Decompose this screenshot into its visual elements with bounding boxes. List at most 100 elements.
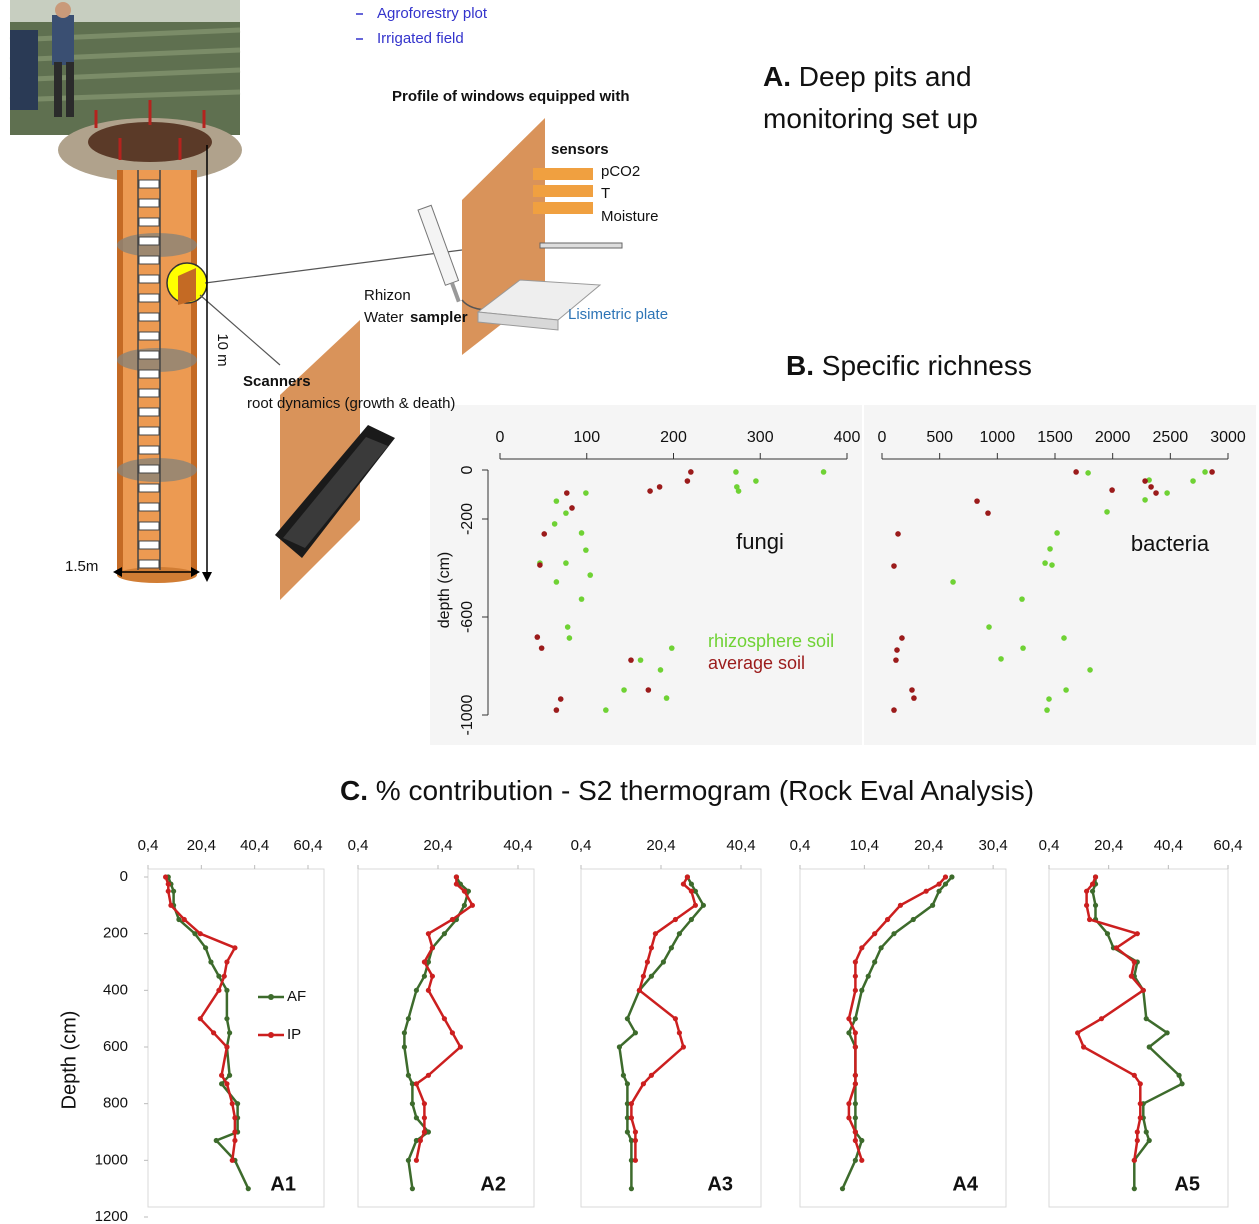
point (224, 1016, 230, 1022)
pit-grate (88, 122, 212, 162)
point (878, 945, 884, 951)
rung (138, 312, 160, 322)
point (1042, 560, 1048, 566)
legend-marker (268, 1032, 274, 1038)
point (624, 1115, 631, 1121)
point (1137, 1081, 1143, 1087)
point (413, 1115, 419, 1121)
point (1073, 469, 1079, 475)
panel-text: % contribution - S2 thermogram (Rock Eva… (375, 775, 1035, 806)
point (1104, 509, 1110, 515)
x-tick-label: 2500 (1153, 429, 1189, 446)
rung (138, 521, 160, 531)
point (165, 888, 171, 894)
point (413, 1137, 419, 1144)
y-axis-label: depth (cm) (436, 552, 453, 628)
point (663, 695, 670, 701)
legend-label: average soil (708, 653, 805, 673)
point (1020, 645, 1026, 651)
point (1085, 470, 1091, 476)
point (942, 881, 949, 887)
panel-title: C. % contribution - S2 thermogram (Rock … (340, 775, 1034, 807)
point (1128, 973, 1134, 979)
point (636, 987, 643, 993)
point (942, 874, 949, 880)
point (216, 987, 222, 993)
panel-label: A. (763, 61, 791, 92)
point (852, 1072, 858, 1078)
point (950, 579, 956, 585)
x-tick-label: 1000 (980, 429, 1016, 446)
photo (9, 0, 241, 135)
point (891, 563, 897, 569)
point (1081, 1044, 1087, 1050)
x-tick-label: 0,4 (571, 837, 592, 854)
point (538, 645, 545, 651)
x-tick-label: 40,4 (1154, 837, 1183, 854)
point (1087, 667, 1093, 673)
point (852, 1157, 858, 1163)
point (453, 874, 459, 880)
point (852, 1115, 858, 1121)
point (839, 1186, 846, 1192)
syringe (417, 204, 461, 303)
point (583, 490, 589, 496)
point (986, 624, 992, 630)
point (563, 510, 569, 516)
point (181, 916, 187, 923)
point (648, 1072, 655, 1078)
plate-edge (477, 311, 559, 331)
point (219, 1081, 225, 1087)
scanners-label: Scanners (243, 373, 311, 390)
point (1134, 1137, 1140, 1144)
x-tick-label: 20,4 (423, 837, 452, 854)
point (1092, 874, 1099, 880)
point (401, 1044, 407, 1050)
point (453, 881, 459, 887)
rung (138, 407, 160, 417)
x-tick-label: 2000 (1095, 429, 1131, 446)
point (417, 1137, 423, 1144)
x-tick-label: 0,4 (790, 837, 811, 854)
point (1146, 1137, 1152, 1144)
point (628, 1186, 635, 1192)
x-tick-label: 100 (573, 429, 600, 446)
point (1083, 902, 1090, 908)
sensors-label: sensors (551, 141, 609, 158)
point (852, 1101, 858, 1107)
legend-marker (268, 994, 274, 1000)
rung (138, 179, 160, 189)
series-line (403, 876, 470, 1189)
y-tick-label: 600 (103, 1038, 128, 1055)
point (409, 1081, 415, 1087)
plot-frame (147, 868, 325, 1208)
point (405, 1157, 411, 1163)
point (648, 945, 655, 951)
point (628, 657, 634, 663)
rebar (94, 100, 206, 160)
point (846, 1101, 852, 1107)
point (684, 478, 691, 484)
point (688, 888, 695, 894)
point (409, 1101, 415, 1107)
point (652, 931, 659, 937)
point (1134, 931, 1140, 937)
point (421, 959, 427, 965)
x-tick-label: 0,4 (138, 837, 159, 854)
y-tick-label: 1200 (95, 1208, 128, 1224)
point (1137, 1115, 1143, 1121)
point (192, 931, 198, 937)
point (1134, 1129, 1140, 1135)
point (1086, 916, 1093, 923)
point (603, 707, 609, 713)
point (893, 657, 899, 663)
plot-label: bacteria (1131, 531, 1210, 556)
point (1190, 478, 1196, 484)
point (551, 521, 558, 527)
point (897, 902, 904, 908)
point (936, 888, 942, 894)
point (1092, 902, 1099, 908)
point (405, 1072, 411, 1078)
y-tick-label: 200 (103, 925, 128, 942)
x-tick-label: 0,4 (348, 837, 369, 854)
